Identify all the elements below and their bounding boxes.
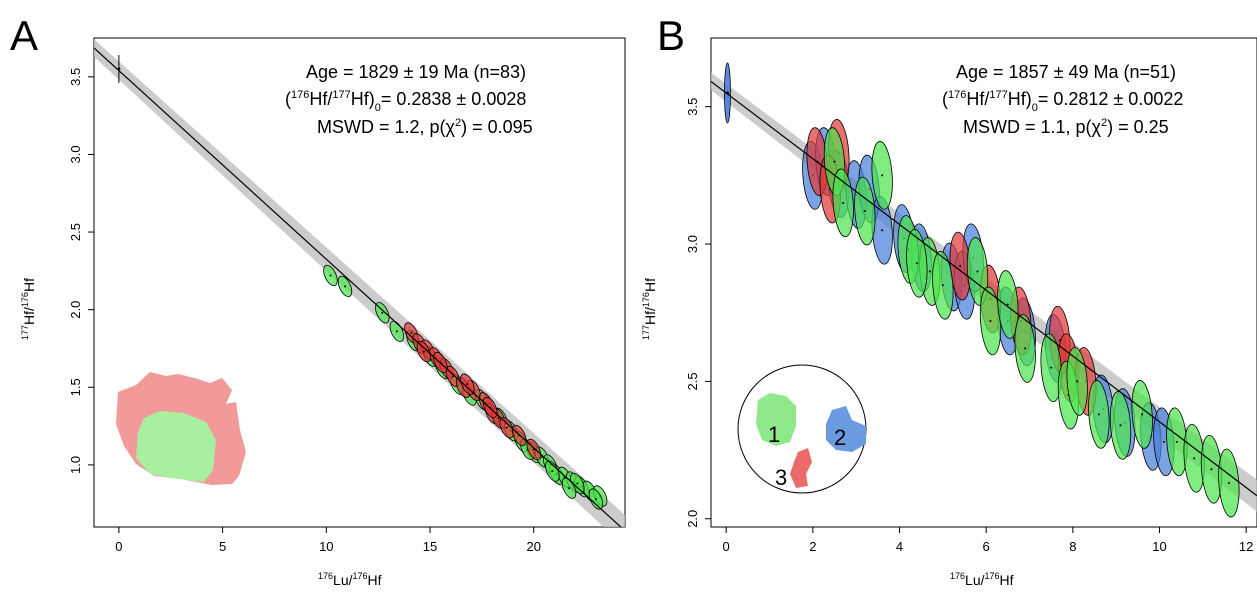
ellipse-center-dot xyxy=(1076,380,1079,383)
domain-3-region xyxy=(790,448,812,488)
ellipse-center-dot xyxy=(329,274,332,277)
ellipse-center-dot xyxy=(505,426,508,429)
ellipse-center-dot xyxy=(915,262,918,265)
x-tick-label: 15 xyxy=(423,539,437,554)
ellipse-center-dot xyxy=(451,375,454,378)
ellipse-center-dot xyxy=(1227,482,1230,485)
ellipses-b xyxy=(724,62,1240,518)
domain-2-region xyxy=(826,406,866,452)
y-tick-label: 3.5 xyxy=(68,68,83,86)
y-axis-label-b: 177Hf/176Hf xyxy=(641,278,658,340)
ellipse-center-dot xyxy=(1193,457,1196,460)
ellipse-center-dot xyxy=(842,201,845,204)
plot-b-axes: 0 2 4 6 8 10 122.02.53.03.5 xyxy=(685,98,1253,554)
panel-a: A 0 5 10 15 20 1.0 1.5 2.0 2.5 3.0 3.5 Age = 1829 … xyxy=(10,12,626,588)
y-axis-label-a: 177Hf/176Hf xyxy=(20,278,37,340)
annotation-b: Age = 1857 ± 49 Ma (n=51) (176Hf/177Hf)0… xyxy=(942,62,1183,137)
regression-line xyxy=(94,47,622,527)
ellipse-center-dot xyxy=(1050,366,1053,369)
ellipse-center-dot xyxy=(881,229,884,232)
x-axis-label-b: 176Lu/176Hf xyxy=(950,571,1014,588)
x-tick-label: 20 xyxy=(527,539,541,554)
y-tick-label: 3.0 xyxy=(68,145,83,163)
ellipse-center-dot xyxy=(976,270,979,273)
annotation-a-ratio: (176Hf/177Hf)0= 0.2838 ± 0.0028 xyxy=(285,89,526,114)
svg-text:177Hf/176Hf: 177Hf/176Hf xyxy=(20,278,37,340)
plot-a-frame xyxy=(93,37,626,528)
ellipse-center-dot xyxy=(422,350,425,353)
panel-a-label: A xyxy=(10,12,38,59)
regression-line-b xyxy=(711,80,1257,497)
ellipse-center-dot xyxy=(594,498,597,501)
ellipse-center-dot xyxy=(576,482,579,485)
x-tick-label: 8 xyxy=(1069,539,1076,554)
plot-a-axes: 0 5 10 15 20 1.0 1.5 2.0 2.5 3.0 3.5 xyxy=(68,68,541,554)
y-tick-label: 2.0 xyxy=(68,301,83,319)
ellipse-center-dot xyxy=(1119,424,1122,427)
x-tick-label: 4 xyxy=(896,539,903,554)
x-tick-label: 12 xyxy=(1239,539,1253,554)
domain-2-label: 2 xyxy=(834,425,846,450)
y-tick-label: 3.0 xyxy=(685,235,700,253)
svg-text:177Hf/176Hf: 177Hf/176Hf xyxy=(641,278,658,340)
ellipse-center-dot xyxy=(1175,440,1178,443)
ellipse-center-dot xyxy=(941,284,944,287)
svg-text:176Lu/176Hf: 176Lu/176Hf xyxy=(318,571,382,588)
ellipse-center-dot xyxy=(1210,468,1213,471)
x-tick-label: 10 xyxy=(319,539,333,554)
x-tick-label: 5 xyxy=(219,539,226,554)
regression-line-a xyxy=(94,47,622,527)
x-tick-label: 6 xyxy=(983,539,990,554)
panel-b-label: B xyxy=(657,12,685,59)
ellipse-center-dot xyxy=(395,330,398,333)
ellipse-center-dot xyxy=(497,417,500,420)
ellipse-center-dot xyxy=(928,270,931,273)
annotation-a: Age = 1829 ± 19 Ma (n=83) (176Hf/177Hf)0… xyxy=(285,62,533,137)
ellipse-center-dot xyxy=(959,265,962,268)
plot-b-frame xyxy=(710,37,1257,528)
ellipse-center-dot xyxy=(551,470,554,473)
annotation-a-age: Age = 1829 ± 19 Ma (n=83) xyxy=(306,62,526,82)
ellipse-center-dot xyxy=(833,160,836,163)
x-tick-label: 10 xyxy=(1152,539,1166,554)
y-tick-label: 1.0 xyxy=(68,456,83,474)
ellipse-center-dot xyxy=(989,319,992,322)
ellipse-center-dot xyxy=(541,456,544,459)
domain-1-label: 1 xyxy=(768,422,780,447)
ellipse-center-dot xyxy=(466,383,469,386)
ellipse-center-dot xyxy=(863,210,866,213)
ellipse-center-dot xyxy=(410,331,413,334)
x-tick-label: 0 xyxy=(115,539,122,554)
ellipse-center-dot xyxy=(567,487,570,490)
svg-text:176Lu/176Hf: 176Lu/176Hf xyxy=(950,571,1014,588)
ellipse-center-dot xyxy=(1141,413,1144,416)
ellipse-center-dot xyxy=(881,174,884,177)
x-tick-label: 0 xyxy=(723,539,730,554)
domain-1-region xyxy=(756,393,796,446)
ellipse-center-dot xyxy=(1097,413,1100,416)
annotation-a-mswd: MSWD = 1.2, p(χ2) = 0.095 xyxy=(317,117,533,137)
y-tick-label: 1.5 xyxy=(68,378,83,396)
ellipse-center-dot xyxy=(1162,440,1165,443)
ellipse-center-dot xyxy=(1006,303,1009,306)
y-tick-label: 2.5 xyxy=(68,223,83,241)
grain-green-region xyxy=(136,411,216,482)
ellipse-center-dot xyxy=(1024,347,1027,350)
regression-line xyxy=(711,80,1257,497)
x-tick-label: 2 xyxy=(809,539,816,554)
ellipse-center-dot xyxy=(343,285,346,288)
y-tick-label: 2.5 xyxy=(685,372,700,390)
x-axis-label-a: 176Lu/176Hf xyxy=(318,571,382,588)
panel-b: B 0 2 4 6 8 10 122.02.53.03.5 1 2 3 Age = 1857… xyxy=(641,12,1257,588)
grain-inset-a xyxy=(116,372,246,485)
y-tick-label: 2.0 xyxy=(685,510,700,528)
y-tick-label: 3.5 xyxy=(685,98,700,116)
domain-3-label: 3 xyxy=(775,465,787,490)
domain-inset-b: 1 2 3 xyxy=(737,364,867,494)
annotation-b-mswd: MSWD = 1.1, p(χ2) = 0.25 xyxy=(963,117,1169,137)
annotation-b-age: Age = 1857 ± 49 Ma (n=51) xyxy=(956,62,1176,82)
annotation-b-ratio: (176Hf/177Hf)0= 0.2812 ± 0.0022 xyxy=(942,89,1183,114)
ellipse-center-dot xyxy=(381,311,384,314)
